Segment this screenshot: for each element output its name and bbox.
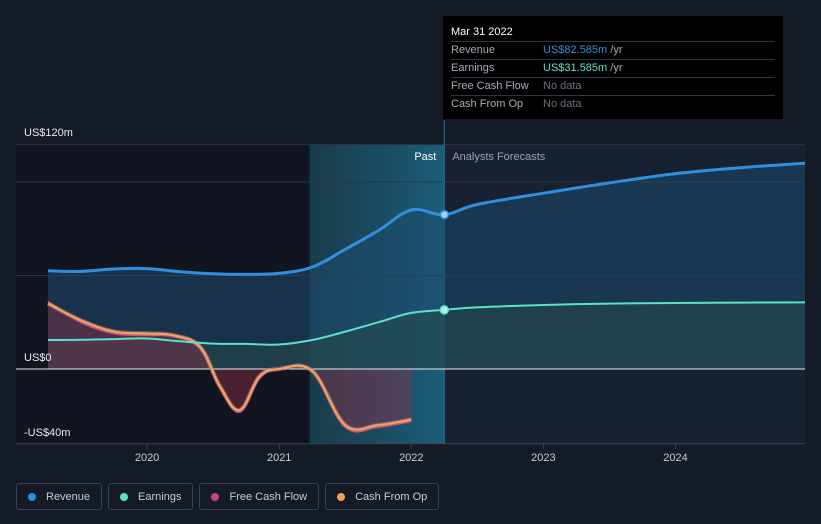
tooltip-row-cash-from-op: Cash From Op No data	[451, 95, 775, 113]
tooltip-label: Revenue	[451, 44, 496, 56]
y-tick-label: -US$40m	[24, 427, 70, 439]
tooltip-row-revenue: Revenue US$82.585m /yr	[451, 41, 775, 59]
earnings-line	[47, 301, 806, 346]
tooltip-value: US$31.585m	[543, 62, 608, 74]
tooltip-unit: /yr	[607, 44, 623, 56]
x-tick-label: 2024	[663, 452, 687, 464]
legend-label: Earnings	[138, 490, 182, 503]
legend-label: Free Cash Flow	[229, 490, 308, 503]
x-tick-label: 2020	[135, 452, 159, 464]
legend-item-revenue[interactable]: Revenue	[16, 483, 103, 510]
legend-label: Revenue	[46, 490, 91, 503]
cash-from-op-dot-icon	[337, 492, 346, 501]
earnings-dot-icon	[120, 492, 129, 501]
earnings-area	[48, 302, 805, 369]
tooltip-value: No data	[543, 98, 582, 110]
tooltip-row-free-cash-flow: Free Cash Flow No data	[451, 77, 775, 95]
y-tick-label: US$0	[24, 352, 52, 364]
legend-item-free-cash-flow[interactable]: Free Cash Flow	[199, 483, 320, 510]
tooltip-label: Free Cash Flow	[451, 80, 529, 92]
revenue-marker	[439, 209, 450, 220]
tooltip-label: Earnings	[451, 62, 495, 74]
tooltip-unit: /yr	[607, 62, 623, 74]
revenue-dot-icon	[28, 492, 36, 501]
tooltip-value: US$82.585m	[543, 44, 608, 56]
legend: Revenue Earnings Free Cash Flow Cash Fro…	[16, 483, 440, 510]
legend-item-cash-from-op[interactable]: Cash From Op	[325, 483, 440, 510]
y-tick-label: US$120m	[24, 127, 73, 139]
free-cash-flow-dot-icon	[211, 492, 220, 501]
free-cash-flow-area	[48, 301, 412, 432]
x-tick-label: 2022	[399, 452, 423, 464]
earnings-marker	[439, 305, 450, 315]
revenue-line	[47, 161, 806, 276]
x-tick-label: 2023	[531, 452, 555, 464]
tooltip-label: Cash From Op	[451, 98, 524, 110]
legend-label: Cash From Op	[355, 490, 428, 503]
forecast-label: Analysts Forecasts	[452, 151, 545, 163]
legend-item-earnings[interactable]: Earnings	[108, 483, 194, 510]
past-label: Past	[414, 151, 436, 163]
tooltip-date: Mar 31 2022	[451, 26, 513, 38]
tooltip-value: No data	[543, 80, 582, 92]
x-tick-label: 2021	[267, 452, 291, 464]
tooltip: Mar 31 2022 Revenue US$82.585m /yr Earni…	[443, 16, 783, 119]
cash-from-op-line	[47, 302, 412, 431]
tooltip-row-earnings: Earnings US$31.585m /yr	[451, 59, 775, 77]
